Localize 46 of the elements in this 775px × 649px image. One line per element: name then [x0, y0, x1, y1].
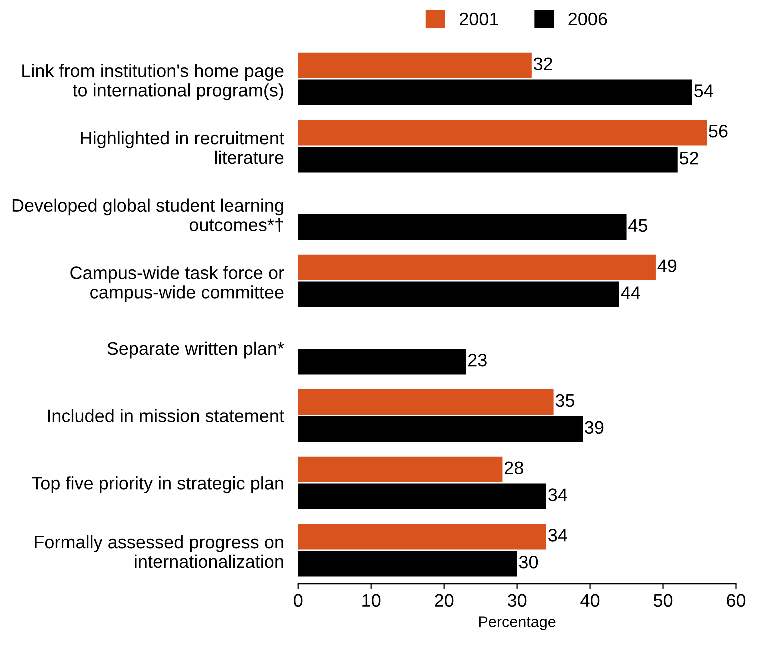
data-label: 28: [505, 462, 524, 474]
bar: [298, 349, 466, 375]
y-tick-label: Separate written plan*: [108, 342, 284, 359]
data-label: 32: [534, 58, 552, 70]
y-tick-label: Link from institution's home page to international program(s): [22, 64, 284, 100]
data-label: 23: [468, 354, 487, 367]
y-tick-label: Developed global student learning outcomes*†: [12, 198, 284, 233]
bar: [298, 551, 518, 577]
data-label: 56: [709, 125, 728, 138]
legend-label: 2006: [568, 12, 608, 26]
x-tick-label: 0: [294, 594, 303, 608]
y-tick-label: Campus-wide task force or campus-wide committee: [70, 266, 284, 302]
y-tick-label: Top five priority in strategic plan: [32, 476, 284, 494]
x-axis-title: Percentage: [480, 616, 556, 630]
x-tick-label: 50: [654, 594, 673, 608]
bar: [298, 390, 554, 416]
data-label: 34: [548, 488, 568, 502]
bar: [298, 282, 620, 308]
y-tick-label: Included in mission statement: [48, 409, 284, 422]
bar: [298, 214, 627, 240]
data-label: 35: [556, 394, 575, 408]
data-label: 45: [628, 219, 648, 232]
x-tick-label: 60: [727, 594, 746, 608]
data-label: 54: [694, 84, 714, 98]
bar: [298, 52, 532, 78]
bar: [298, 416, 583, 442]
y-tick-label: Highlighted in recruitment literature: [81, 131, 284, 164]
x-tick-label: 40: [580, 594, 600, 608]
data-label: 39: [585, 421, 604, 434]
data-label: 34: [548, 529, 568, 542]
data-label: 52: [680, 152, 698, 165]
x-tick-label: 30: [508, 594, 527, 608]
bar: [298, 524, 547, 550]
data-label: 30: [519, 556, 538, 569]
x-tick-label: 20: [435, 594, 454, 608]
bar: [298, 80, 692, 106]
x-tick-label: 10: [362, 594, 381, 608]
data-label: 44: [621, 286, 640, 300]
bar: [298, 147, 678, 173]
y-tick-label: Formally assessed progress on internationalization: [35, 535, 284, 568]
data-label: 49: [658, 260, 677, 272]
bar: [298, 254, 656, 280]
bar: [298, 120, 708, 146]
legend-label: 2001: [460, 12, 498, 26]
bar: [298, 484, 547, 510]
bar: [298, 456, 503, 482]
